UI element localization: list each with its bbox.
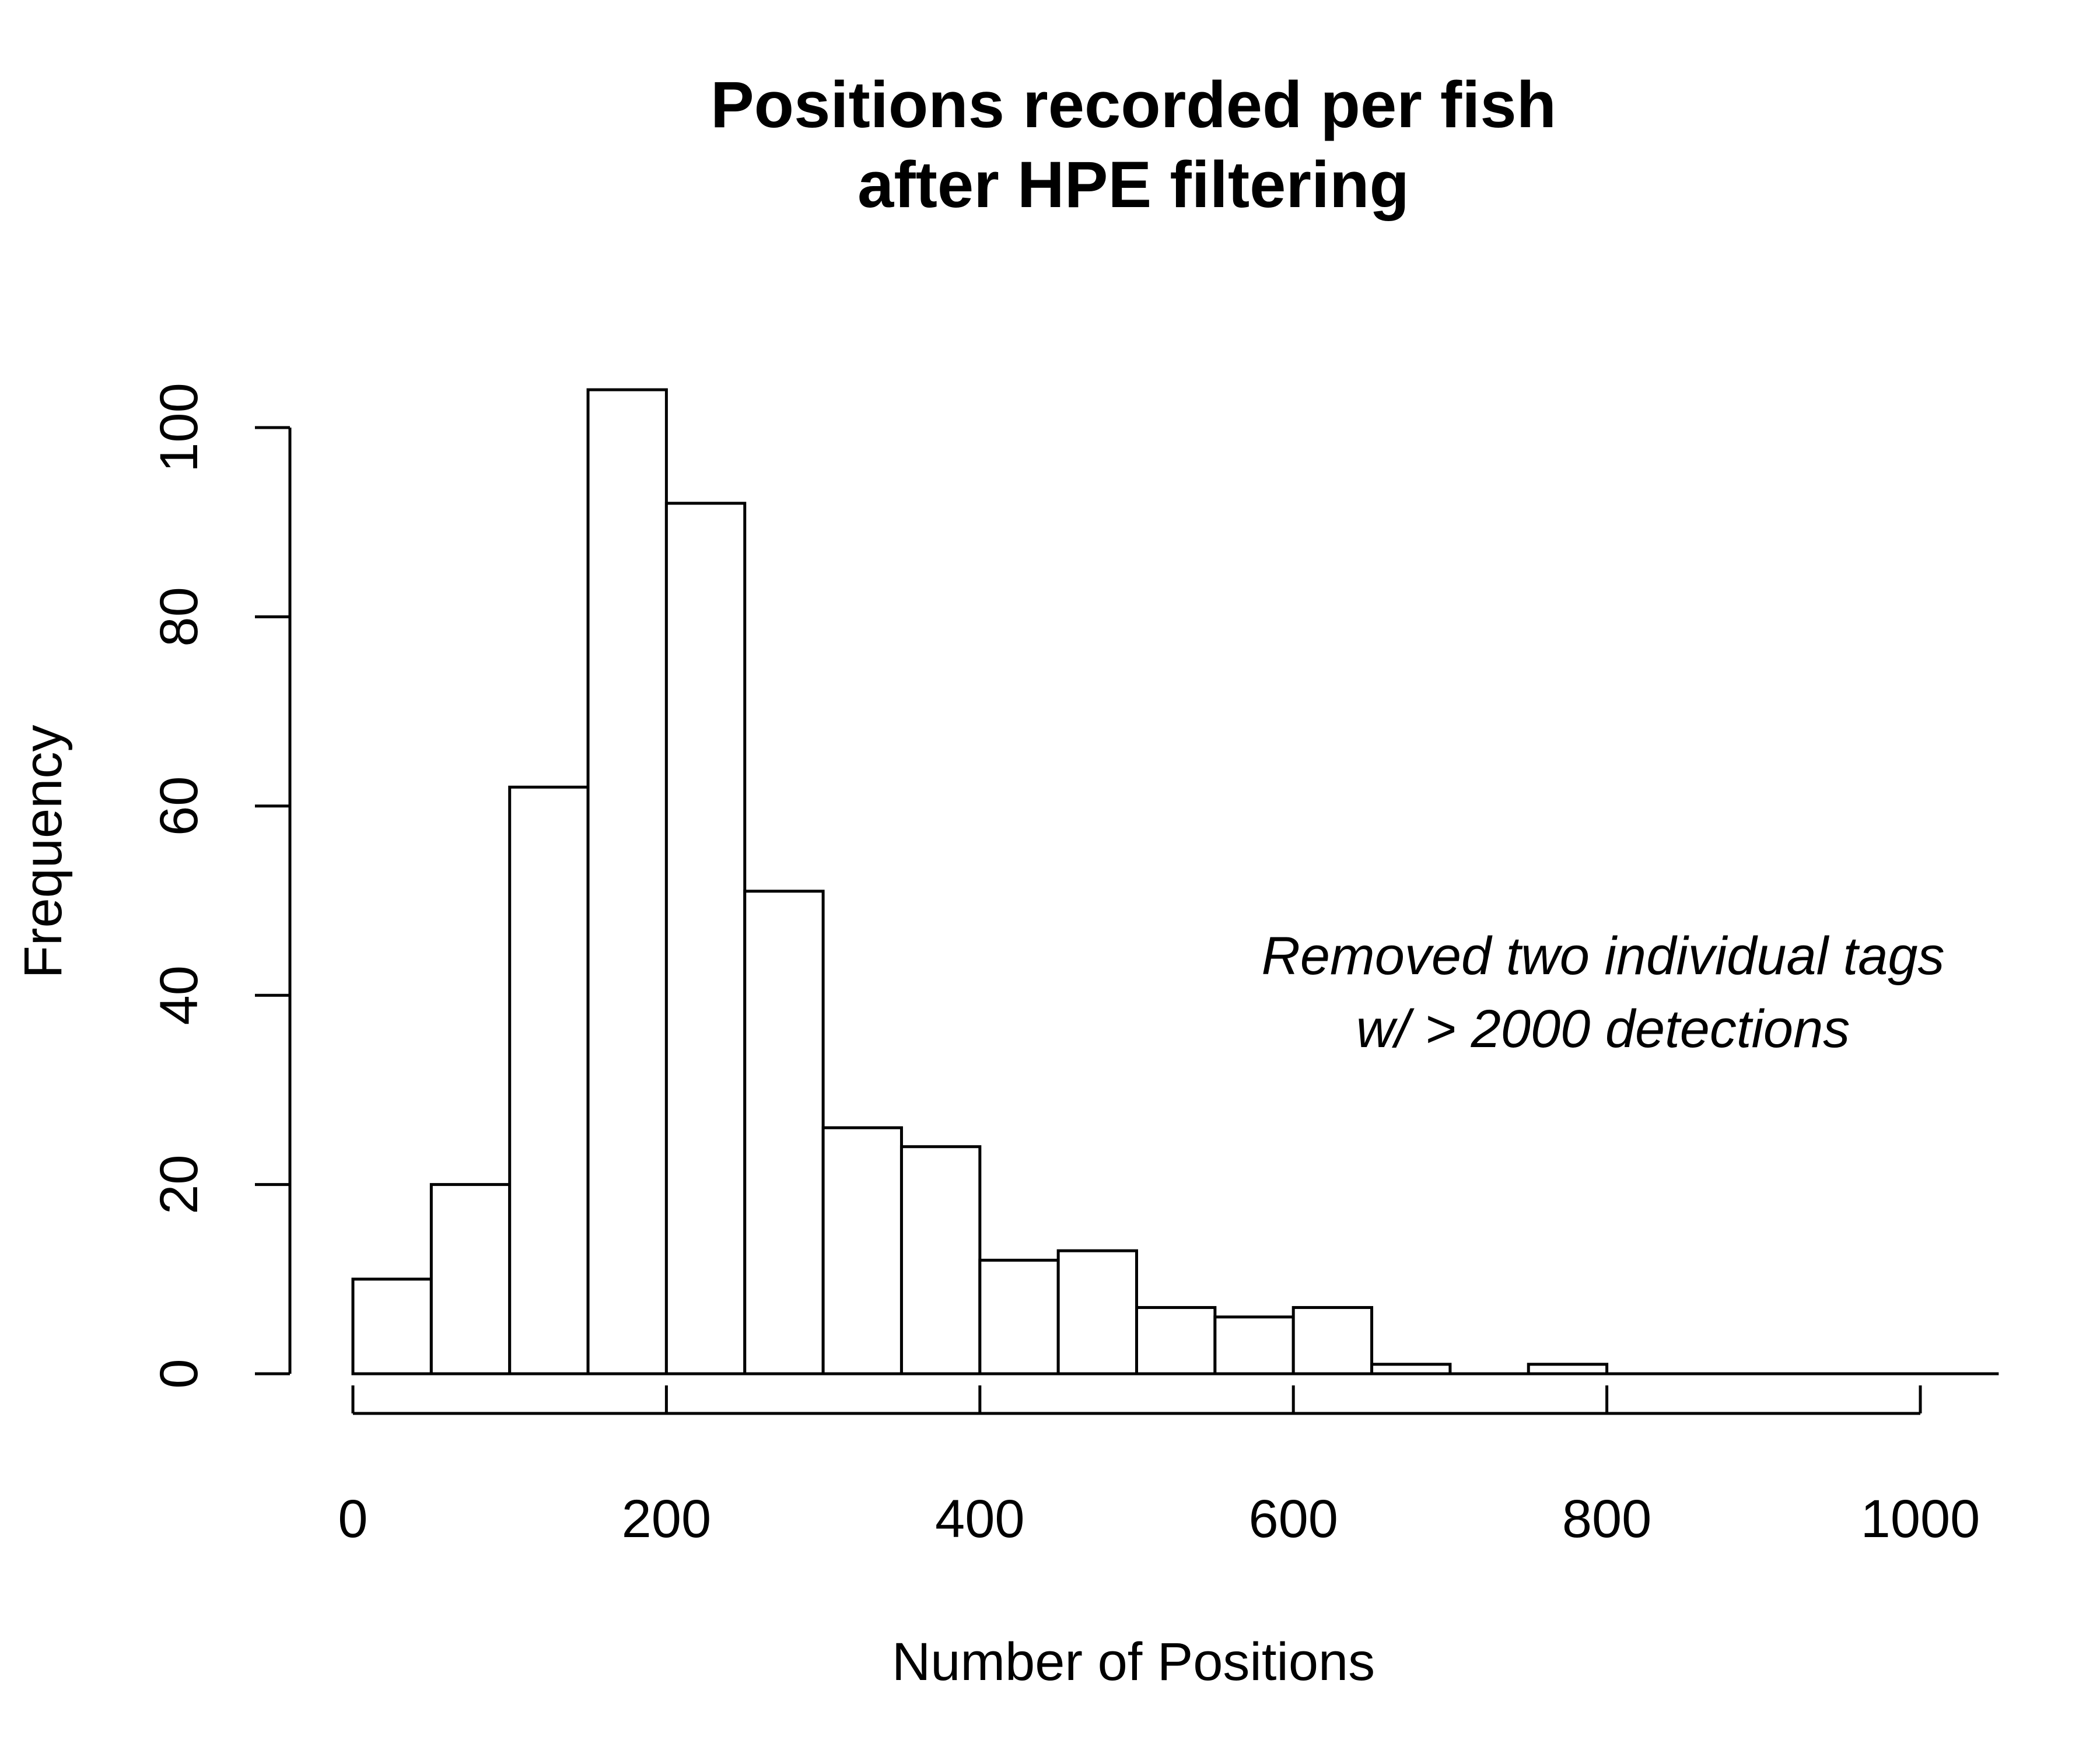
histogram-bar xyxy=(1135,1306,1217,1376)
histogram-bar xyxy=(429,1183,512,1376)
histogram-bar xyxy=(351,1278,433,1376)
y-tick-label: 100 xyxy=(149,383,209,473)
chart-title-line-1: Positions recorded per fish xyxy=(710,68,1556,141)
histogram-bar xyxy=(821,1126,903,1376)
chart-title-line-2: after HPE filtering xyxy=(858,148,1409,221)
y-tick-label: 60 xyxy=(149,776,209,836)
y-tick-label: 20 xyxy=(149,1154,209,1214)
histogram-bars xyxy=(351,388,1609,1376)
x-tick-label: 0 xyxy=(338,1489,368,1549)
histogram-bar xyxy=(586,388,668,1376)
x-tick-label: 400 xyxy=(935,1489,1025,1549)
y-tick-label: 0 xyxy=(149,1359,209,1388)
annotation-line-2: w/ > 2000 detections xyxy=(1356,999,1850,1059)
histogram-bar xyxy=(1056,1249,1139,1376)
histogram-bar xyxy=(508,785,590,1376)
histogram-bar xyxy=(664,502,747,1376)
x-axis-label: Number of Positions xyxy=(892,1632,1375,1692)
x-tick-label: 1000 xyxy=(1861,1489,1980,1549)
x-tick-label: 600 xyxy=(1248,1489,1338,1549)
histogram-bar xyxy=(743,890,825,1376)
x-axis: 0 200 400 600 800 1000 xyxy=(338,1385,1980,1549)
y-tick-label: 80 xyxy=(149,587,209,646)
histogram-bar xyxy=(1292,1306,1374,1376)
histogram-bar xyxy=(978,1258,1060,1376)
y-axis: 0 20 40 60 80 100 xyxy=(149,383,292,1389)
x-tick-label: 200 xyxy=(622,1489,712,1549)
histogram-bar xyxy=(1213,1315,1295,1376)
y-tick-label: 40 xyxy=(149,965,209,1025)
histogram-bar xyxy=(900,1145,982,1376)
y-axis-label: Frequency xyxy=(13,725,73,979)
x-tick-label: 800 xyxy=(1562,1489,1652,1549)
annotation-line-1: Removed two individual tags xyxy=(1261,926,1944,986)
